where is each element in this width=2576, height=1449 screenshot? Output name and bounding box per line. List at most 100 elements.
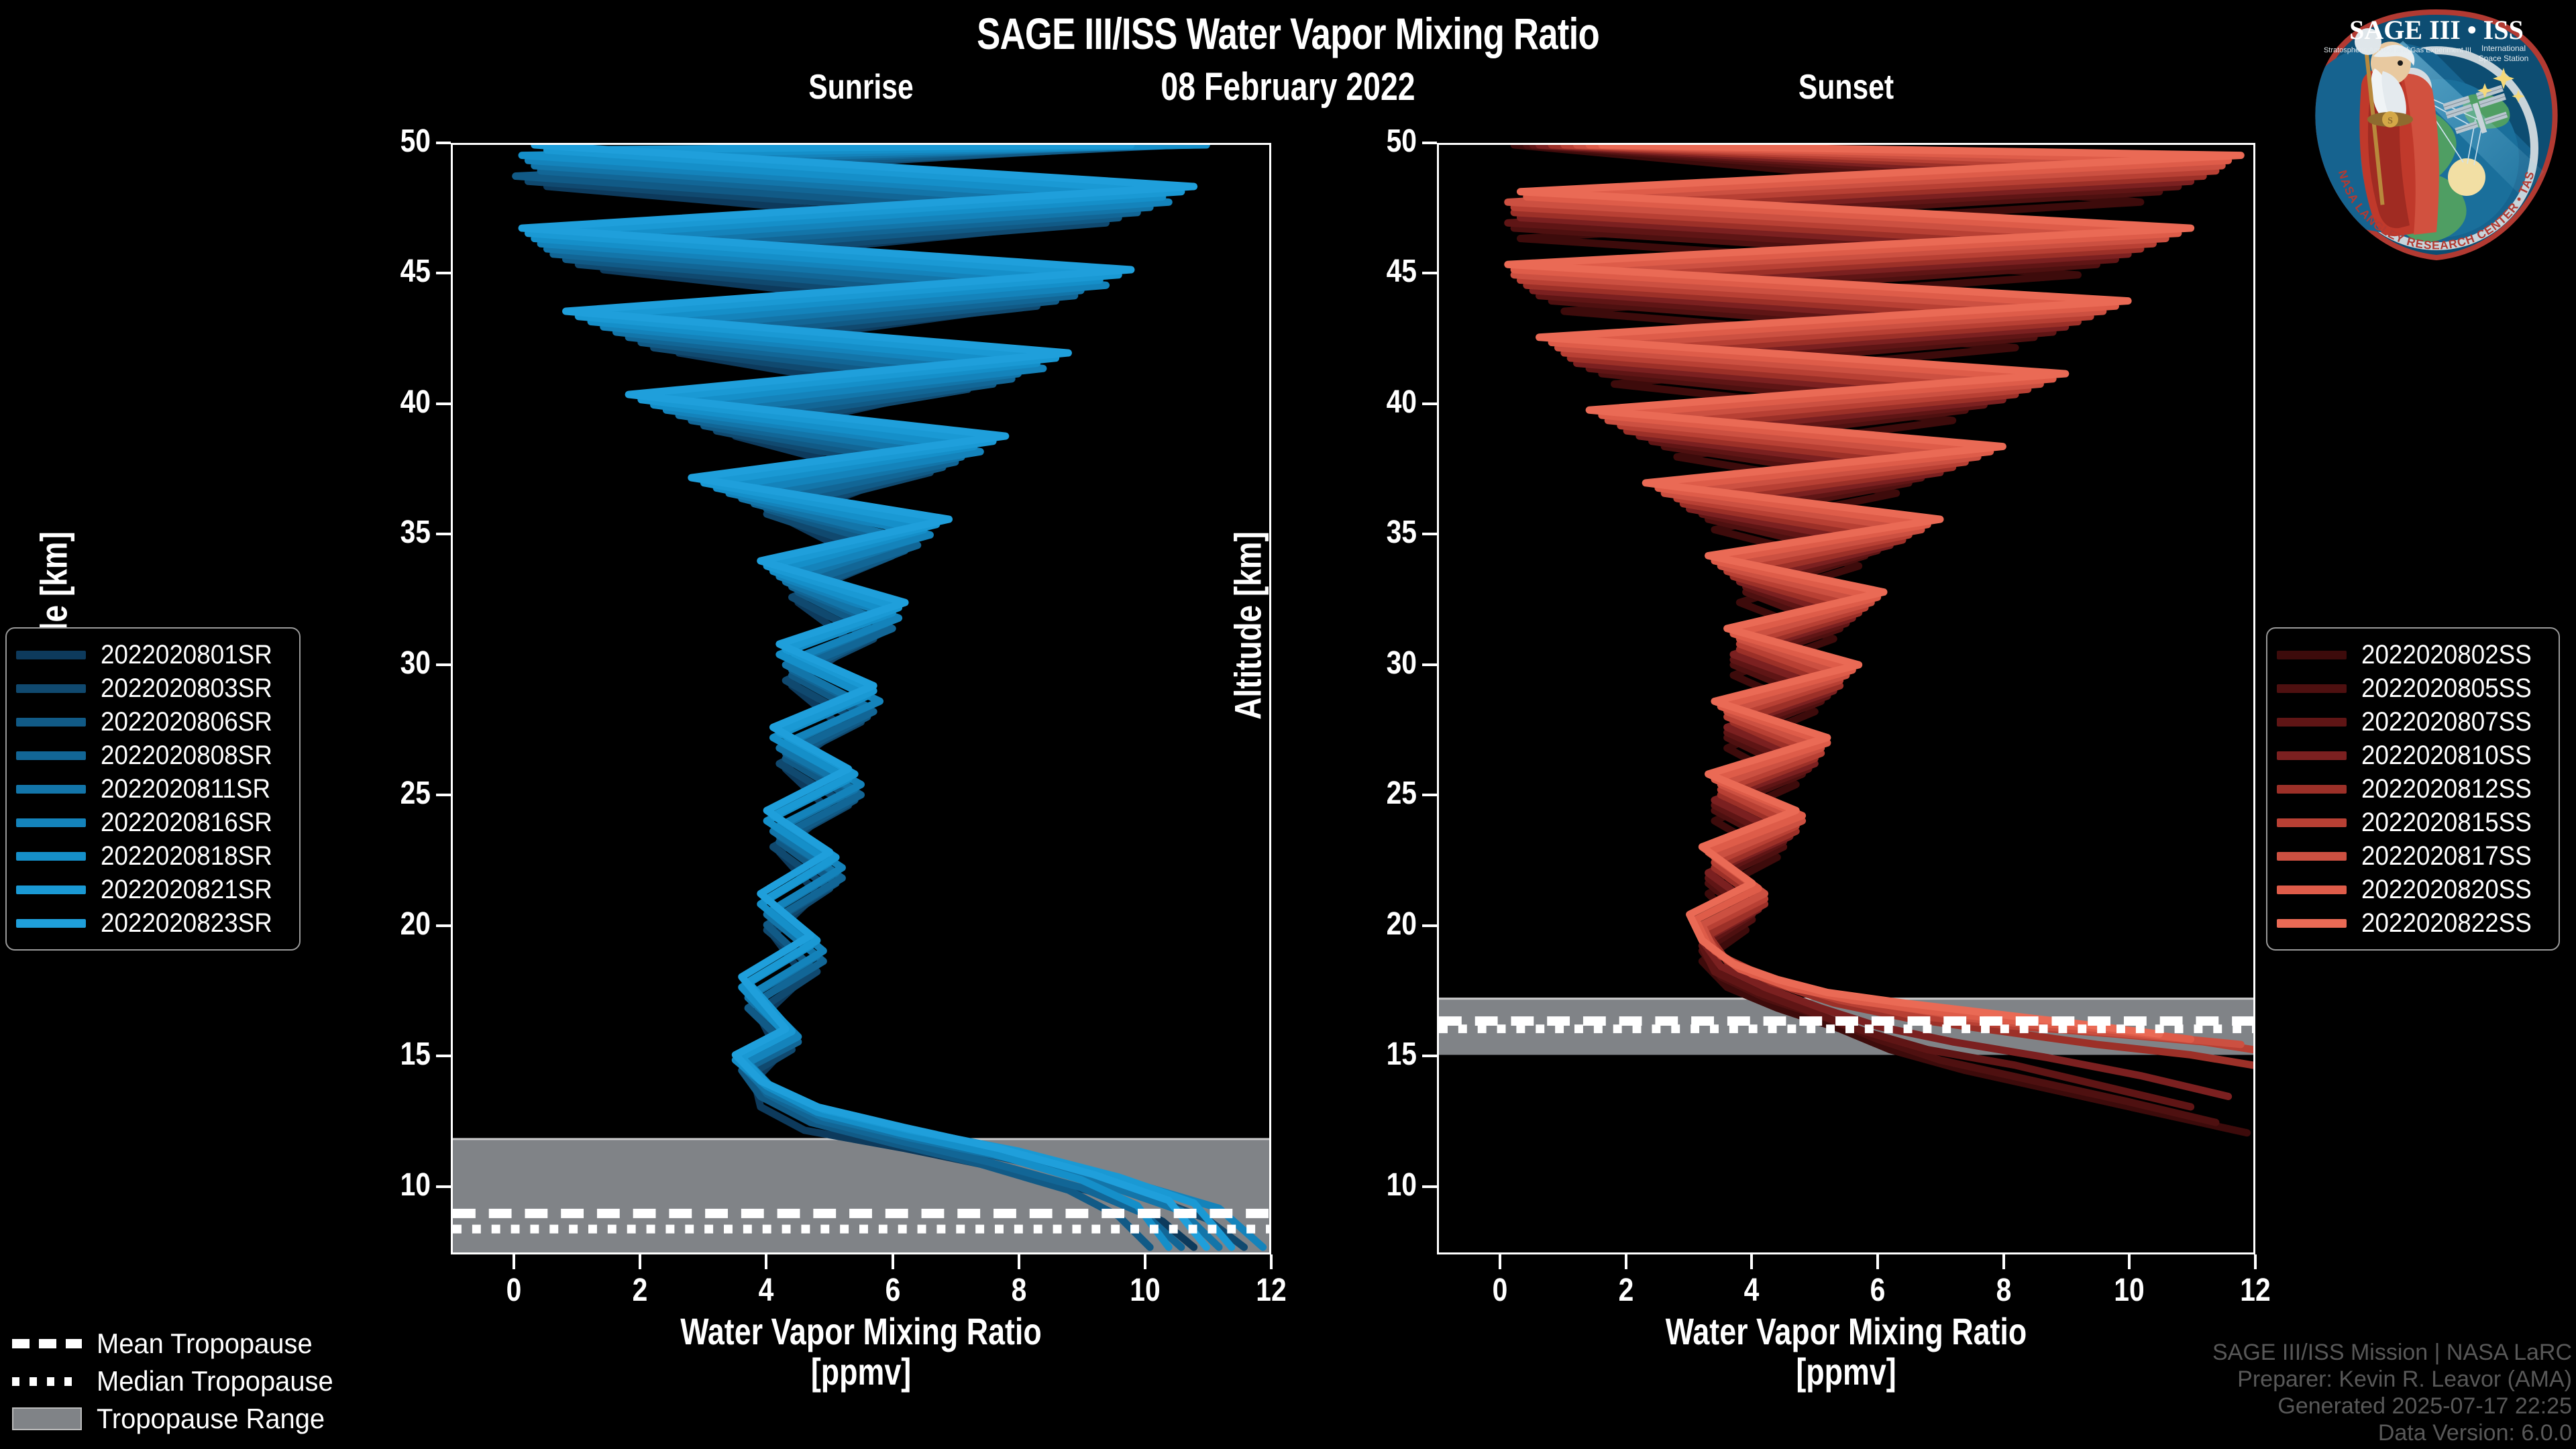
legend-color-swatch (16, 885, 86, 894)
legend-item[interactable]: 2022020805SS (2277, 672, 2546, 705)
x-axis-tick-label: 2 (1618, 1273, 1633, 1308)
tropopause-range-label: Tropopause Range (97, 1403, 325, 1434)
legend-color-swatch (16, 717, 86, 727)
legend-item[interactable]: 2022020815SS (2277, 806, 2546, 839)
svg-text:S: S (2387, 116, 2393, 126)
y-axis-tick-label: 25 (1386, 775, 1417, 812)
legend-item[interactable]: 2022020807SS (2277, 705, 2546, 739)
sunrise-plot-panel[interactable] (451, 143, 1271, 1254)
legend-item-label: 2022020816SR (101, 807, 272, 837)
y-axis-tick-mark (1422, 142, 1437, 144)
legend-item[interactable]: 2022020802SS (2277, 638, 2546, 672)
y-axis-tick-mark (1422, 663, 1437, 666)
legend-item[interactable]: 2022020822SS (2277, 906, 2546, 940)
legend-item[interactable]: 2022020823SR (16, 906, 287, 940)
sunset-panel-label: Sunset (1798, 68, 1894, 107)
page-title: SAGE III/ISS Water Vapor Mixing Ratio (977, 9, 1600, 58)
x-axis-tick-mark (1624, 1254, 1627, 1269)
y-axis-tick-label: 15 (400, 1036, 431, 1073)
sage-iii-iss-mission-patch-logo: S BALL • NASA LANGLEY RESEARCH CENTER • … (2298, 0, 2571, 266)
credits-block: SAGE III/ISS Mission | NASA LaRC Prepare… (2212, 1339, 2572, 1446)
x-axis-tick-mark (2128, 1254, 2131, 1269)
y-axis-tick-label: 10 (1386, 1167, 1417, 1203)
legend-item-mean-tropopause: Mean Tropopause (12, 1325, 345, 1362)
legend-item[interactable]: 2022020818SR (16, 839, 287, 873)
legend-item[interactable]: 2022020817SS (2277, 839, 2546, 873)
legend-item[interactable]: 2022020810SS (2277, 739, 2546, 772)
dashed-line-icon (12, 1339, 82, 1348)
sunset-plot-panel[interactable] (1437, 143, 2255, 1254)
legend-color-swatch (2277, 918, 2347, 928)
legend-item[interactable]: 2022020808SR (16, 739, 287, 772)
y-axis-tick-mark (436, 142, 451, 144)
profile-line (518, 145, 1210, 1251)
credits-line-4: Data Version: 6.0.0 (2377, 1419, 2572, 1446)
dotted-line-icon (12, 1377, 82, 1386)
x-axis-tick-mark (1270, 1254, 1273, 1269)
legend-item[interactable]: 2022020801SR (16, 638, 287, 672)
legend-item[interactable]: 2022020811SR (16, 772, 287, 806)
y-axis-tick-label: 50 (1386, 123, 1417, 159)
legend-item-label: 2022020823SR (101, 908, 272, 938)
sunset-legend[interactable]: 2022020802SS 2022020805SS 2022020807SS 2022… (2266, 627, 2560, 951)
legend-color-swatch (2277, 684, 2347, 693)
y-axis-tick-label: 10 (400, 1167, 431, 1203)
credits-line-1: SAGE III/ISS Mission | NASA LaRC (2212, 1339, 2572, 1365)
legend-color-swatch (16, 684, 86, 693)
y-axis-tick-label: 45 (400, 254, 431, 290)
x-axis-tick-label: 6 (1870, 1273, 1886, 1308)
legend-color-swatch (16, 918, 86, 928)
y-axis-tick-label: 20 (400, 906, 431, 942)
y-axis-tick-mark (436, 924, 451, 927)
legend-color-swatch (2277, 885, 2347, 894)
legend-item[interactable]: 2022020816SR (16, 806, 287, 839)
y-axis-tick-label: 25 (400, 775, 431, 812)
y-axis-tick-mark (1422, 402, 1437, 405)
y-axis-tick-mark (436, 272, 451, 275)
legend-item-median-tropopause: Median Tropopause (12, 1362, 345, 1400)
legend-color-swatch (2277, 650, 2347, 659)
legend-color-swatch (2277, 784, 2347, 794)
y-axis-tick-label: 40 (1386, 384, 1417, 420)
x-axis-tick-label: 6 (885, 1273, 900, 1308)
legend-item-label: 2022020811SR (101, 773, 271, 804)
legend-item-label: 2022020805SS (2361, 673, 2532, 703)
legend-item-tropopause-range: Tropopause Range (12, 1400, 345, 1438)
y-axis-tick-mark (1422, 1185, 1437, 1188)
profile-line (518, 145, 1210, 1251)
legend-item-label: 2022020821SR (101, 874, 272, 904)
x-axis-tick-mark (1143, 1254, 1146, 1269)
profile-line (1510, 145, 2251, 1137)
legend-item-label: 2022020812SS (2361, 773, 2532, 804)
sunrise-legend[interactable]: 2022020801SR 2022020803SR 2022020806SR 2022… (5, 627, 301, 951)
sunrise-xaxis-title: Water Vapor Mixing Ratio [ppmv] (533, 1311, 1189, 1393)
y-axis-tick-label: 50 (400, 123, 431, 159)
x-axis-tick-label: 8 (1011, 1273, 1027, 1308)
x-axis-tick-mark (1750, 1254, 1754, 1269)
legend-item-label: 2022020806SR (101, 706, 272, 737)
x-axis-tick-mark (513, 1254, 516, 1269)
legend-item[interactable]: 2022020806SR (16, 705, 287, 739)
legend-item[interactable]: 2022020803SR (16, 672, 287, 705)
x-axis-tick-mark (1017, 1254, 1020, 1269)
tropopause-legend: Mean Tropopause Median Tropopause Tropop… (12, 1325, 345, 1438)
legend-item[interactable]: 2022020812SS (2277, 772, 2546, 806)
legend-item-label: 2022020801SR (101, 639, 272, 669)
logo-subtitle-left: Stratospheric Aerosol and Gas Experiment… (2324, 46, 2471, 54)
y-axis-tick-label: 30 (400, 645, 431, 681)
legend-item-label: 2022020810SS (2361, 740, 2532, 770)
legend-item-label: 2022020820SS (2361, 874, 2532, 904)
y-axis-tick-label: 40 (400, 384, 431, 420)
x-axis-tick-mark (891, 1254, 894, 1269)
y-axis-tick-label: 30 (1386, 645, 1417, 681)
y-axis-tick-label: 35 (400, 515, 431, 551)
legend-item-label: 2022020815SS (2361, 807, 2532, 837)
y-axis-tick-mark (436, 1055, 451, 1058)
legend-item[interactable]: 2022020821SR (16, 873, 287, 906)
legend-color-swatch (16, 851, 86, 861)
y-axis-tick-mark (1422, 533, 1437, 536)
legend-item[interactable]: 2022020820SS (2277, 873, 2546, 906)
logo-subtitle-right-1: International (2481, 44, 2526, 53)
sunrise-panel-label: Sunrise (808, 68, 914, 107)
y-axis-tick-label: 20 (1386, 906, 1417, 942)
